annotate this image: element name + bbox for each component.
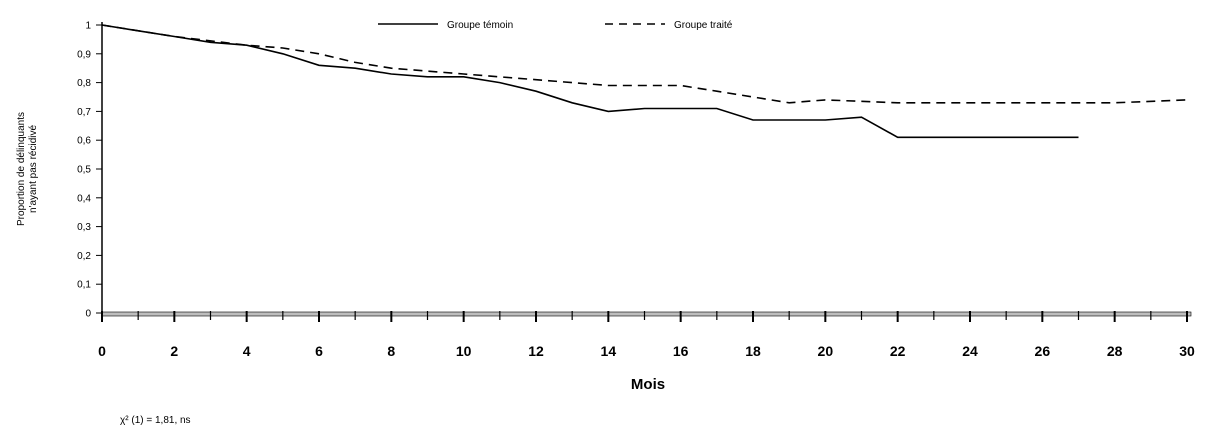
y-tick-label: 0,7	[77, 107, 91, 118]
y-tick-label: 0,4	[77, 193, 91, 204]
y-axis-title-line: Proportion de délinquants	[16, 112, 27, 226]
x-tick-label: 4	[243, 343, 251, 359]
x-tick-label: 6	[315, 343, 323, 359]
legend: Groupe témoin Groupe traité	[378, 20, 733, 31]
y-axis: 0 0,1 0,2 0,3 0,4 0,5 0,6 0,7 0,8 0,9 1	[77, 21, 103, 320]
x-tick-label: 22	[890, 343, 906, 359]
y-tick-label: 0,1	[77, 280, 91, 291]
x-axis-title: Mois	[631, 376, 665, 393]
x-axis-line	[101, 311, 1192, 317]
x-tick-label: 24	[962, 343, 978, 359]
x-tick-label: 12	[528, 343, 544, 359]
y-tick-label: 0,3	[77, 222, 91, 233]
y-axis-title-line: n'ayant pas récidivé	[28, 125, 39, 214]
statistic-note: χ² (1) = 1,81, ns	[120, 415, 191, 426]
legend-label: Groupe témoin	[447, 20, 513, 31]
x-tick-label: 8	[387, 343, 395, 359]
y-tick-label: 0,2	[77, 251, 91, 262]
y-tick-label: 0,5	[77, 165, 91, 176]
y-tick-label: 0	[85, 309, 91, 320]
x-tick-label: 0	[98, 343, 106, 359]
y-tick-label: 0,6	[77, 136, 91, 147]
x-tick-label: 28	[1107, 343, 1123, 359]
x-tick-label: 10	[456, 343, 472, 359]
series-line-treated	[101, 24, 1188, 104]
x-tick-label: 30	[1179, 343, 1195, 359]
y-axis-title: Proportion de délinquants n'ayant pas réc…	[16, 112, 39, 226]
x-axis: 0 2 4 6 8 10 12 14 16 18 20 22 24 26 28 30	[98, 311, 1195, 359]
x-tick-label: 2	[170, 343, 178, 359]
series-line-control	[101, 24, 1079, 139]
x-tick-label: 14	[601, 343, 617, 359]
y-tick-label: 0,8	[77, 78, 91, 89]
x-tick-label: 26	[1035, 343, 1051, 359]
y-tick-label: 1	[85, 21, 91, 32]
y-tick-label: 0,9	[77, 49, 91, 60]
legend-label: Groupe traité	[674, 20, 733, 31]
series-layer	[101, 24, 1188, 139]
x-tick-label: 16	[673, 343, 689, 359]
x-tick-label: 18	[745, 343, 761, 359]
x-tick-label: 20	[818, 343, 834, 359]
